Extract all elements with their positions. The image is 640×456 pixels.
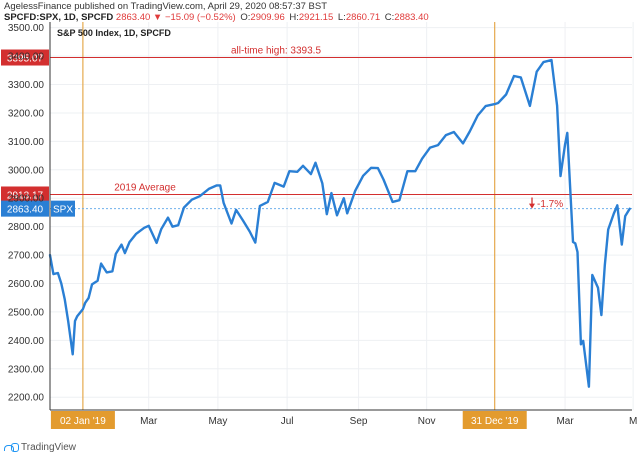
reference-badge-value: 3395.07 <box>7 54 44 65</box>
y-tick-label: 2200.00 <box>8 393 45 404</box>
change-down-icon: ▼ <box>152 12 163 23</box>
reference-lines: 3395.07 all-time high: 3393.5 2913.17 2019 … <box>1 46 632 217</box>
x-tick-badge <box>462 411 527 429</box>
reference-badge-value: 2913.17 <box>7 190 44 201</box>
y-tick-label: 2400.00 <box>8 336 45 347</box>
x-tick-label: 02 Jan '19 <box>60 416 106 427</box>
reference-label: 2019 Average <box>114 182 176 193</box>
highlight-lines <box>82 22 496 410</box>
axes: 2200.00 2300.00 2400.00 2500.00 2600.00 2700.… <box>8 22 637 429</box>
y-tick-label: 3300.00 <box>8 80 45 91</box>
close-label: C: <box>384 12 395 23</box>
current-price-badge <box>1 200 49 217</box>
series-name-label: SPX <box>53 205 73 216</box>
x-tick-label: Nov <box>418 416 436 427</box>
y-tick-label: 2800.00 <box>8 222 45 233</box>
y-tick-label: 2700.00 <box>8 251 45 262</box>
reference-badge <box>1 186 49 203</box>
price-chart[interactable]: 3395.07 all-time high: 3393.5 2913.17 2019 … <box>0 22 640 438</box>
annotation-arrow-down-icon <box>529 203 535 209</box>
reference-badge <box>1 49 49 66</box>
y-tick-label: 3500.00 <box>8 23 45 34</box>
y-tick-label: 3200.00 <box>8 108 45 119</box>
chart-title: S&P 500 Index, 1D, SPCFD <box>57 28 171 38</box>
symbol-ohlc-bar: SPCFD:SPX, 1D, SPCFD 2863.40 ▼ −15.09 (−… <box>4 12 429 24</box>
x-tick-label: Jul <box>281 416 294 427</box>
price-change: −15.09 (−0.52%) <box>164 12 236 23</box>
annotation-label: -1.7% <box>537 199 563 210</box>
y-tick-label: 2600.00 <box>8 279 45 290</box>
y-tick-label: 2500.00 <box>8 307 45 318</box>
x-tick-label: Mar <box>556 416 574 427</box>
high-value: 2921.15 <box>298 12 334 23</box>
high-label: H: <box>289 12 299 23</box>
last-price: 2863.40 <box>115 12 151 23</box>
tradingview-logo-icon <box>4 442 19 452</box>
x-tick-label: Mar <box>140 416 158 427</box>
low-value: 2860.71 <box>345 12 381 23</box>
series-line-spx <box>48 58 631 388</box>
x-tick-label: Sep <box>350 416 368 427</box>
publish-info: AgelessFinance published on TradingView.… <box>4 1 328 12</box>
brand-name: TradingView <box>21 441 77 453</box>
symbol-name[interactable]: SPCFD:SPX, 1D, SPCFD <box>4 12 114 23</box>
y-tick-label: 3000.00 <box>8 165 45 176</box>
x-tick-label: 31 Dec '19 <box>471 416 519 427</box>
x-tick-label: M <box>629 416 637 427</box>
low-label: L: <box>337 12 346 23</box>
plot-background <box>50 22 632 410</box>
y-tick-label: 3400.00 <box>8 52 45 63</box>
y-tick-label: 3100.00 <box>8 137 45 148</box>
y-tick-label: 2300.00 <box>8 364 45 375</box>
series-layer <box>48 58 631 388</box>
x-tick-badge <box>50 411 115 429</box>
reference-label: all-time high: 3393.5 <box>231 46 321 57</box>
series-name-badge <box>51 200 75 217</box>
y-tick-label: 2900.00 <box>8 194 45 205</box>
footer: TradingView <box>4 440 76 454</box>
close-value: 2883.40 <box>394 12 429 23</box>
open-label: O: <box>240 12 251 23</box>
x-tick-label: May <box>208 416 227 427</box>
current-price-badge-value: 2863.40 <box>7 205 44 216</box>
open-value: 2909.96 <box>250 12 285 23</box>
